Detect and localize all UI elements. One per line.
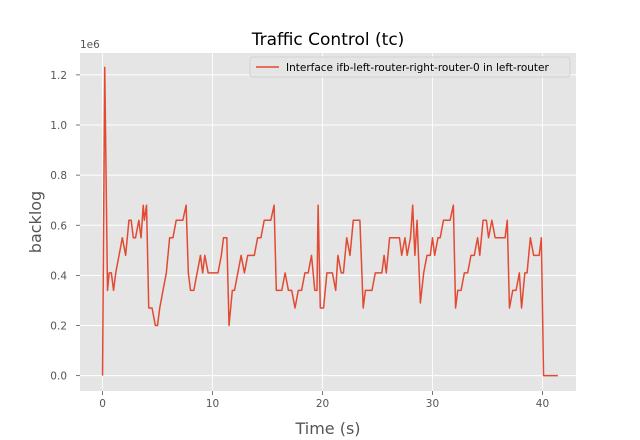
y-axis-label: backlog [26,191,45,253]
y-axis-offset-label: 1e6 [80,39,100,51]
grid [80,53,576,391]
y-tick-label: 0.0 [50,371,67,383]
y-tick-label: 0.8 [50,170,67,182]
plot-area [80,53,576,391]
x-tick-label: 20 [316,398,329,410]
series-line-0 [101,66,558,377]
x-tick-label: 10 [206,398,219,410]
y-tick-label: 0.4 [50,270,67,282]
legend-entry: Interface ifb-left-router-right-router-0… [286,62,549,74]
x-tick-label: 0 [99,398,106,410]
x-tick-label: 40 [536,398,549,410]
y-tick-label: 1.2 [50,70,67,82]
axis-ticks: 0 10 20 30 40 0.0 0.2 0.4 0.6 0.8 1.0 1.2 [50,70,549,410]
chart-title: Traffic Control (tc) [251,30,405,50]
x-tick-label: 30 [426,398,439,410]
legend: Interface ifb-left-router-right-router-0… [249,56,571,78]
y-tick-label: 0.2 [50,321,67,333]
y-tick-label: 1.0 [50,120,67,132]
legend-box [249,56,571,78]
x-axis-label: Time (s) [294,419,360,438]
series-layer [101,66,558,377]
y-tick-label: 0.6 [50,220,67,232]
